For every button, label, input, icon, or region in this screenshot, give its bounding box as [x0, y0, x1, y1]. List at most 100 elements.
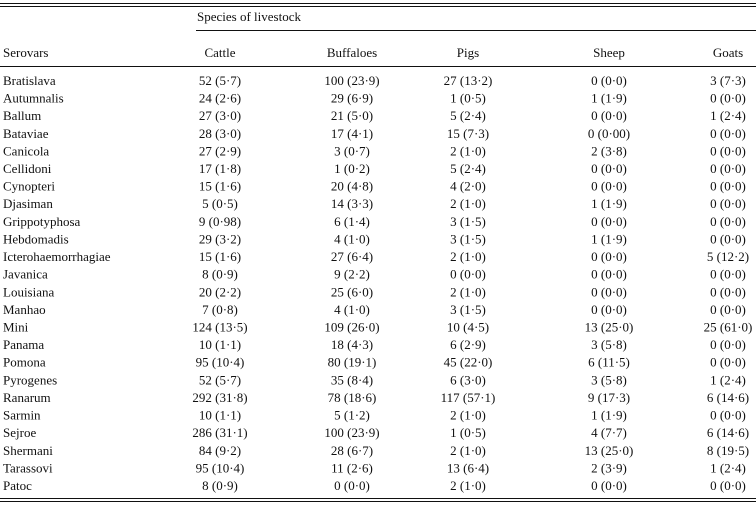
cell: 0 (0·0) — [710, 337, 746, 352]
cell: 95 (10·4) — [196, 355, 245, 370]
cell: 10 (4·5) — [447, 320, 489, 335]
row-label: Bratislava — [3, 73, 56, 88]
cell: 2 (3·8) — [591, 143, 627, 158]
cell: 6 (1·4) — [334, 214, 370, 229]
cell: 1 (0·5) — [450, 425, 486, 440]
row-label: Cellidoni — [3, 161, 52, 176]
row-label: Bataviae — [3, 126, 49, 141]
cell: 0 (0·0) — [710, 196, 746, 211]
row-label: Panama — [3, 337, 44, 352]
cell: 13 (25·0) — [585, 443, 634, 458]
row-label: Ballum — [3, 108, 41, 123]
column-header: Pigs — [457, 45, 479, 60]
cell: 2 (1·0) — [450, 443, 486, 458]
cell: 100 (23·9) — [324, 73, 379, 88]
cell: 9 (17·3) — [588, 390, 630, 405]
cell: 2 (1·0) — [450, 408, 486, 423]
row-label: Javanica — [3, 267, 48, 282]
cell: 0 (0·0) — [710, 91, 746, 106]
cell: 0 (0·0) — [591, 478, 627, 493]
column-header: Sheep — [593, 45, 625, 60]
cell: 0 (0·0) — [710, 214, 746, 229]
cell: 9 (2·2) — [334, 267, 370, 282]
cell: 35 (8·4) — [331, 372, 373, 387]
cell: 1 (2·4) — [710, 460, 746, 475]
cell: 8 (0·9) — [202, 478, 238, 493]
cell: 5 (0·5) — [202, 196, 238, 211]
cell: 27 (2·9) — [199, 143, 241, 158]
cell: 2 (1·0) — [450, 284, 486, 299]
cell: 13 (6·4) — [447, 460, 489, 475]
cell: 95 (10·4) — [196, 460, 245, 475]
cell: 27 (13·2) — [444, 73, 493, 88]
cell: 18 (4·3) — [331, 337, 373, 352]
cell: 28 (3·0) — [199, 126, 241, 141]
row-label: Tarassovi — [3, 460, 53, 475]
cell: 0 (0·0) — [334, 478, 370, 493]
cell: 1 (2·4) — [710, 372, 746, 387]
cell: 292 (31·8) — [192, 390, 247, 405]
cell: 2 (1·0) — [450, 478, 486, 493]
cell: 78 (18·6) — [328, 390, 377, 405]
row-label: Sejroe — [3, 425, 36, 440]
cell: 3 (1·5) — [450, 214, 486, 229]
cell: 14 (3·3) — [331, 196, 373, 211]
cell: 8 (19·5) — [707, 443, 749, 458]
cell: 3 (7·3) — [710, 73, 746, 88]
cell: 109 (26·0) — [324, 320, 379, 335]
row-label: Icterohaemorrhagiae — [3, 249, 111, 264]
cell: 5 (1·2) — [334, 408, 370, 423]
cell: 0 (0·0) — [591, 161, 627, 176]
row-label: Sarmin — [3, 408, 41, 423]
cell: 24 (2·6) — [199, 91, 241, 106]
cell: 0 (0·0) — [710, 161, 746, 176]
cell: 0 (0·0) — [591, 108, 627, 123]
column-header: Goats — [713, 45, 743, 60]
cell: 0 (0·0) — [591, 214, 627, 229]
cell: 17 (4·1) — [331, 126, 373, 141]
cell: 124 (13·5) — [192, 320, 247, 335]
cell: 4 (2·0) — [450, 179, 486, 194]
cell: 1 (0·2) — [334, 161, 370, 176]
cell: 15 (1·6) — [199, 249, 241, 264]
cell: 4 (1·0) — [334, 302, 370, 317]
cell: 3 (5·8) — [591, 372, 627, 387]
cell: 6 (11·5) — [588, 355, 630, 370]
cell: 0 (0·0) — [710, 231, 746, 246]
cell: 3 (1·5) — [450, 302, 486, 317]
cell: 20 (2·2) — [199, 284, 241, 299]
cell: 0 (0·0) — [591, 284, 627, 299]
cell: 2 (1·0) — [450, 196, 486, 211]
cell: 2 (1·0) — [450, 249, 486, 264]
row-label: Autumnalis — [3, 91, 64, 106]
cell: 25 (61·0) — [704, 320, 753, 335]
cell: 80 (19·1) — [328, 355, 377, 370]
cell: 13 (25·0) — [585, 320, 634, 335]
row-label: Grippotyphosa — [3, 214, 81, 229]
row-label: Pyrogenes — [3, 372, 57, 387]
cell: 0 (0·0) — [710, 408, 746, 423]
cell: 9 (0·98) — [199, 214, 241, 229]
cell: 11 (2·6) — [331, 460, 373, 475]
cell: 0 (0·0) — [591, 249, 627, 264]
cell: 52 (5·7) — [199, 73, 241, 88]
cell: 0 (0·0) — [710, 478, 746, 493]
cell: 6 (14·6) — [707, 425, 749, 440]
row-label: Mini — [3, 320, 29, 335]
row-label: Hebdomadis — [3, 231, 69, 246]
cell: 0 (0·0) — [591, 302, 627, 317]
cell: 15 (1·6) — [199, 179, 241, 194]
cell: 15 (7·3) — [447, 126, 489, 141]
cell: 29 (6·9) — [331, 91, 373, 106]
cell: 7 (0·8) — [202, 302, 238, 317]
cell: 27 (3·0) — [199, 108, 241, 123]
cell: 286 (31·1) — [192, 425, 247, 440]
spanner-header: Species of livestock — [197, 9, 301, 24]
cell: 5 (2·4) — [450, 161, 486, 176]
cell: 6 (14·6) — [707, 390, 749, 405]
cell: 52 (5·7) — [199, 372, 241, 387]
cell: 10 (1·1) — [199, 337, 241, 352]
cell: 20 (4·8) — [331, 179, 373, 194]
cell: 0 (0·0) — [710, 179, 746, 194]
